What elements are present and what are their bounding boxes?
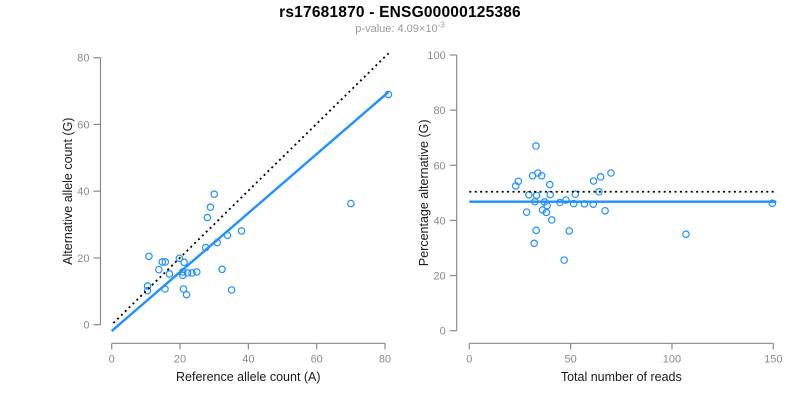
data-point: [347, 199, 355, 208]
data-point: [532, 226, 540, 235]
data-point: [569, 199, 578, 208]
data-point: [545, 180, 554, 189]
data-point: [589, 177, 598, 185]
data-point: [537, 171, 546, 180]
x-tick-label: 60: [311, 353, 323, 365]
y-tick-label: 20: [77, 253, 89, 265]
x-tick-label: 50: [565, 353, 577, 365]
data-point: [560, 256, 568, 264]
x-tick-label: 40: [242, 353, 254, 365]
data-point: [175, 254, 184, 263]
data-point: [143, 286, 152, 295]
y-axis-label: Percentage alternative (G): [417, 119, 431, 266]
data-point: [542, 208, 551, 217]
data-point: [210, 190, 218, 199]
x-tick-label: 150: [764, 353, 782, 365]
data-point: [158, 258, 167, 266]
y-axis-label: Alternative allele count (G): [61, 118, 75, 265]
data-point: [565, 227, 574, 235]
figure-subtitle: p-value: 4.09×10-3: [0, 20, 800, 35]
data-point: [143, 282, 152, 290]
p-value-exponent: -3: [437, 20, 445, 30]
y-tick-label: 80: [77, 53, 89, 65]
data-point: [682, 230, 690, 239]
x-tick-label: 100: [663, 353, 681, 365]
data-point: [183, 269, 192, 277]
data-point: [571, 190, 580, 199]
data-point: [595, 187, 603, 196]
data-point: [206, 203, 215, 212]
x-tick-label: 0: [109, 353, 115, 365]
figure-title: rs17681870 - ENSG00000125386: [279, 4, 521, 21]
data-point: [179, 285, 188, 293]
data-point: [188, 269, 196, 277]
x-tick-label: 80: [379, 353, 391, 365]
y-tick-label: 60: [77, 119, 89, 131]
data-point: [145, 252, 153, 261]
x-axis-label: Total number of reads: [561, 370, 682, 384]
data-point: [522, 208, 531, 216]
data-point: [562, 196, 570, 204]
y-tick-label: 0: [83, 320, 89, 332]
p-value-text: p-value: 4.09×10: [355, 23, 438, 35]
data-point: [180, 258, 188, 267]
y-tick-label: 0: [440, 326, 446, 338]
x-tick-label: 0: [466, 353, 472, 365]
y-tick-label: 40: [433, 215, 445, 227]
data-point: [607, 169, 615, 177]
data-point: [161, 258, 170, 266]
data-point: [596, 173, 605, 181]
fit-line: [110, 91, 390, 332]
identity-line: [112, 51, 391, 324]
data-point: [532, 191, 541, 200]
data-point: [203, 213, 212, 222]
data-point: [511, 182, 520, 190]
plot-allele-counts: 0 20 40 60 80 0 20 40 60 80 Reference allele count…: [61, 51, 393, 384]
y-tick-label: 60: [433, 160, 445, 172]
data-point: [530, 239, 538, 248]
data-point: [538, 206, 547, 214]
data-point: [547, 216, 556, 224]
y-tick-label: 40: [77, 186, 89, 198]
data-point: [155, 265, 163, 274]
y-tick-label: 20: [433, 271, 445, 283]
data-point: [227, 286, 236, 294]
y-tick-label: 80: [433, 105, 445, 117]
data-point: [601, 206, 609, 215]
x-tick-label: 20: [174, 353, 186, 365]
data-point: [182, 290, 191, 299]
data-point: [532, 142, 540, 150]
data-point: [237, 227, 246, 235]
data-point: [165, 270, 174, 278]
data-point: [768, 199, 777, 208]
y-tick-label: 100: [427, 50, 445, 62]
data-point: [546, 190, 554, 199]
plot-percentage-vs-reads: 0 20 40 60 80 100 0 50 100 150 Total number of rea…: [417, 50, 782, 384]
x-axis-label: Reference allele count (A): [176, 370, 321, 384]
data-point: [218, 265, 226, 274]
data-point: [192, 268, 201, 276]
